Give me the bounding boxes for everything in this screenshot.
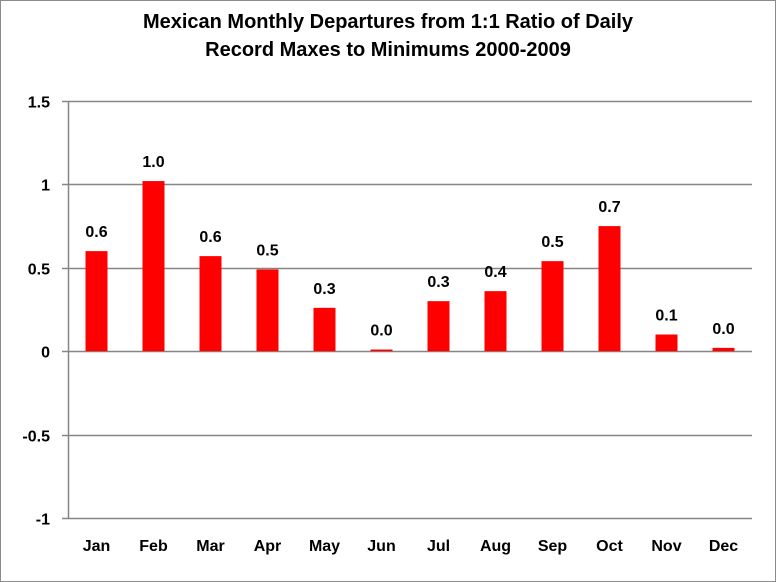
data-label: 0.0 bbox=[370, 323, 392, 340]
x-tick-label: Jul bbox=[427, 538, 450, 555]
data-label: 0.7 bbox=[598, 199, 620, 216]
x-tick-label: Apr bbox=[254, 538, 282, 555]
bar-nov bbox=[655, 334, 678, 352]
x-tick-label: Jun bbox=[367, 538, 395, 555]
data-label: 1.0 bbox=[142, 154, 164, 171]
data-label: 0.4 bbox=[484, 264, 506, 281]
data-label: 0.1 bbox=[655, 308, 677, 325]
bar-may bbox=[313, 307, 336, 352]
x-tick-label: Mar bbox=[196, 538, 224, 555]
x-tick-label: Sep bbox=[538, 538, 568, 555]
x-tick-label: Dec bbox=[709, 538, 738, 555]
x-tick-label: Feb bbox=[139, 538, 168, 555]
x-tick-label: Oct bbox=[596, 538, 623, 555]
x-tick-label: Jan bbox=[83, 538, 111, 555]
bar-jul bbox=[427, 301, 450, 352]
data-label: 0.6 bbox=[199, 229, 221, 246]
bar-aug bbox=[484, 291, 507, 352]
x-tick-label: Aug bbox=[480, 538, 511, 555]
data-label: 0.3 bbox=[313, 281, 335, 298]
data-label: 0.0 bbox=[712, 321, 734, 338]
bar-oct bbox=[598, 226, 621, 352]
data-label: 0.3 bbox=[427, 274, 449, 291]
bar-feb bbox=[142, 181, 165, 352]
chart-title: Mexican Monthly Departures from 1:1 Rati… bbox=[0, 8, 776, 64]
y-tick-label: 0 bbox=[41, 345, 50, 362]
y-tick-label: 1 bbox=[41, 178, 50, 195]
x-tick-label: Nov bbox=[651, 538, 681, 555]
bar-apr bbox=[256, 269, 279, 352]
y-tick-label: -1 bbox=[36, 512, 50, 529]
y-tick-label: 0.5 bbox=[28, 262, 50, 279]
bar-jun bbox=[370, 349, 393, 352]
bar-mar bbox=[199, 256, 222, 352]
data-label: 0.6 bbox=[85, 224, 107, 241]
x-tick-label: May bbox=[309, 538, 340, 555]
data-label: 0.5 bbox=[256, 242, 278, 259]
y-tick-label: -0.5 bbox=[22, 429, 50, 446]
y-tick-label: 1.5 bbox=[28, 95, 50, 112]
bar-jan bbox=[85, 251, 108, 352]
chart-title-line-1: Mexican Monthly Departures from 1:1 Rati… bbox=[142, 11, 634, 33]
data-label: 0.5 bbox=[541, 234, 563, 251]
chart-title-line-2: Record Maxes to Minimums 2000-2009 bbox=[205, 39, 571, 61]
bar-sep bbox=[541, 261, 564, 352]
bar-dec bbox=[712, 347, 735, 352]
